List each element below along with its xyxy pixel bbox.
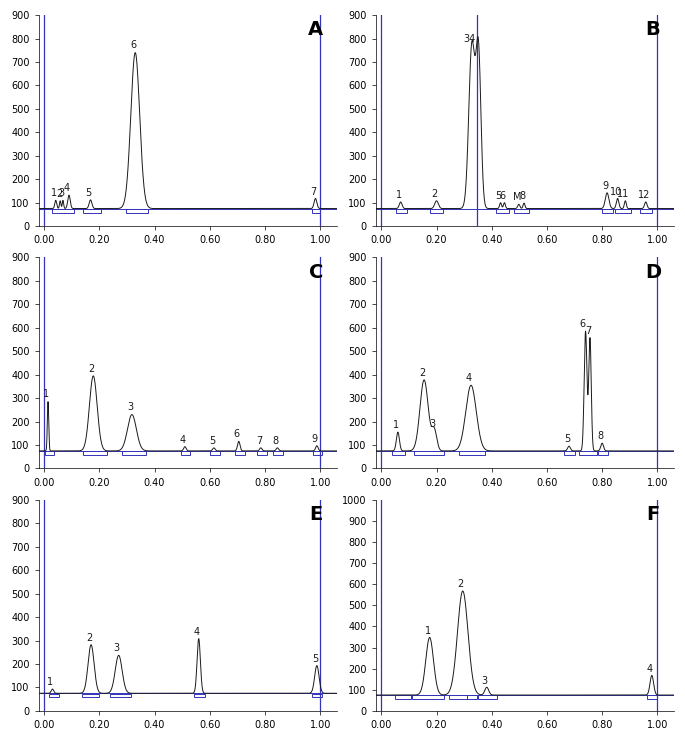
Bar xyxy=(181,451,190,455)
Text: 34: 34 xyxy=(464,33,476,44)
Bar xyxy=(257,451,266,455)
Text: 5: 5 xyxy=(495,190,501,201)
Text: 3: 3 xyxy=(127,402,133,412)
Text: 8: 8 xyxy=(597,431,603,442)
Bar xyxy=(614,209,631,213)
Text: 5: 5 xyxy=(209,436,215,446)
Bar xyxy=(210,451,220,455)
Text: 6: 6 xyxy=(499,190,506,201)
Bar xyxy=(514,209,529,213)
Bar xyxy=(647,695,658,699)
Text: 4: 4 xyxy=(64,183,70,193)
Text: D: D xyxy=(645,263,661,282)
Bar xyxy=(273,451,283,455)
Text: 2: 2 xyxy=(86,633,92,643)
Text: 6: 6 xyxy=(130,40,136,50)
Bar xyxy=(122,451,146,455)
Bar xyxy=(83,209,101,213)
Text: C: C xyxy=(309,263,323,282)
Text: 5: 5 xyxy=(564,434,570,445)
Text: 1: 1 xyxy=(396,190,402,200)
Bar xyxy=(110,694,132,697)
Bar xyxy=(412,695,445,699)
Text: 7: 7 xyxy=(256,436,262,446)
Text: 5: 5 xyxy=(312,654,318,664)
Bar xyxy=(53,209,74,213)
Bar xyxy=(598,451,608,455)
Text: 2: 2 xyxy=(432,189,438,199)
Bar xyxy=(467,695,477,699)
Text: F: F xyxy=(647,505,660,524)
Text: 5: 5 xyxy=(86,188,92,198)
Bar xyxy=(579,451,597,455)
Bar xyxy=(458,451,485,455)
Text: 4: 4 xyxy=(466,373,472,383)
Bar xyxy=(564,451,575,455)
Text: 10: 10 xyxy=(610,187,622,196)
Text: M: M xyxy=(512,193,521,202)
Bar xyxy=(234,451,245,455)
Text: 3: 3 xyxy=(59,188,65,199)
Bar xyxy=(396,209,407,213)
Bar xyxy=(429,209,443,213)
Text: 6: 6 xyxy=(580,319,586,330)
Bar xyxy=(49,694,58,697)
Bar xyxy=(312,694,321,697)
Text: 4: 4 xyxy=(647,664,653,674)
Text: E: E xyxy=(309,505,323,524)
Bar xyxy=(195,694,205,697)
Text: 1: 1 xyxy=(425,625,431,636)
Text: 3: 3 xyxy=(114,643,120,654)
Bar xyxy=(478,695,497,699)
Text: 7: 7 xyxy=(585,327,591,336)
Text: 11: 11 xyxy=(617,189,630,199)
Text: 4: 4 xyxy=(194,627,200,637)
Text: 1: 1 xyxy=(393,420,399,431)
Bar xyxy=(45,451,54,455)
Text: 8: 8 xyxy=(519,191,525,202)
Bar xyxy=(449,695,467,699)
Text: 3: 3 xyxy=(482,676,488,685)
Bar xyxy=(414,451,445,455)
Text: 1: 1 xyxy=(51,188,57,199)
Text: A: A xyxy=(308,21,323,39)
Bar xyxy=(496,209,509,213)
Bar xyxy=(125,209,148,213)
Text: 2: 2 xyxy=(88,364,95,374)
Text: 1: 1 xyxy=(47,677,53,687)
Bar xyxy=(601,209,613,213)
Text: 9: 9 xyxy=(312,434,318,444)
Bar xyxy=(640,209,652,213)
Text: 2: 2 xyxy=(458,579,464,589)
Text: 1: 1 xyxy=(43,389,49,399)
Text: B: B xyxy=(646,21,660,39)
Bar xyxy=(82,694,99,697)
Bar xyxy=(395,695,411,699)
Bar xyxy=(393,451,405,455)
Text: 4: 4 xyxy=(180,435,186,445)
Text: 6: 6 xyxy=(234,430,240,439)
Text: 9: 9 xyxy=(602,181,608,191)
Text: 8: 8 xyxy=(273,436,279,446)
Bar xyxy=(313,451,322,455)
Bar xyxy=(83,451,107,455)
Text: 2: 2 xyxy=(56,189,62,199)
Text: 7: 7 xyxy=(310,187,316,196)
Text: 12: 12 xyxy=(638,190,650,200)
Text: 2: 2 xyxy=(419,368,425,378)
Text: 3: 3 xyxy=(429,419,436,429)
Bar xyxy=(312,209,320,213)
